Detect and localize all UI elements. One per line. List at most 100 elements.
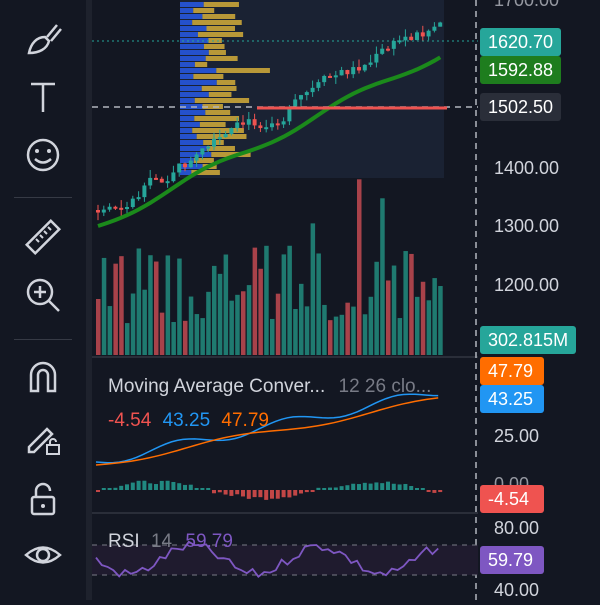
last-price-tag: 1620.70	[480, 28, 562, 56]
rsi-tick: 80.00	[494, 518, 540, 538]
macd-legend[interactable]: Moving Average Conver... 12 26 clo...	[108, 376, 431, 398]
macd-histogram-bar	[194, 488, 199, 490]
candle-body	[96, 210, 100, 213]
lock-pencil-icon[interactable]	[18, 412, 68, 462]
macd-histogram-bar	[212, 490, 216, 494]
macd-histogram-bar	[177, 483, 182, 490]
macd-histogram-bar	[386, 481, 390, 490]
brush-icon[interactable]	[18, 14, 68, 64]
zoom-in-icon[interactable]	[18, 270, 68, 320]
candle-body	[194, 154, 199, 161]
candle-body	[374, 53, 379, 63]
volume-bar	[101, 257, 107, 355]
candle-body	[304, 92, 309, 96]
volume-profile-bar	[180, 134, 197, 139]
macd-hist-value: -4.54	[108, 410, 152, 431]
volume-bar	[420, 281, 426, 355]
macd-histogram-bar	[438, 490, 443, 493]
volume-profile-bar	[180, 80, 217, 85]
unlock-icon[interactable]	[18, 474, 68, 524]
volume-bar	[351, 306, 356, 355]
candle-body	[171, 172, 176, 182]
volume-profile-bar	[202, 104, 223, 109]
macd-params: 12 26 clo...	[338, 376, 432, 397]
volume-bar	[374, 261, 379, 355]
candle-body	[200, 148, 205, 155]
macd-line-value: 43.25	[162, 410, 211, 431]
macd-histogram-bar	[136, 480, 141, 490]
volume-profile-bar	[193, 158, 214, 163]
magnet-icon[interactable]	[18, 352, 68, 402]
macd-histogram-bar	[258, 490, 263, 498]
volume-bar	[368, 296, 374, 355]
volume-profile-bar	[180, 14, 203, 19]
rsi-title: RSI	[108, 531, 140, 552]
volume-profile-bar	[216, 68, 270, 73]
macd-histogram-bar	[246, 490, 251, 499]
macd-histogram-bar	[107, 488, 112, 490]
volume-bar	[299, 283, 304, 355]
rsi-line	[95, 540, 439, 578]
macd-histogram-bar	[235, 490, 240, 495]
chart-pane[interactable]: Moving Average Conver... 12 26 clo... -4…	[92, 0, 478, 600]
candle-body	[328, 75, 332, 78]
volume-profile-bar	[180, 122, 200, 127]
rsi-tick: 40.00	[494, 580, 540, 600]
volume-bar	[310, 223, 316, 355]
candle-body	[101, 209, 106, 213]
macd-histogram-bar	[293, 490, 298, 496]
text-icon[interactable]	[18, 72, 68, 122]
emoji-icon[interactable]	[18, 130, 68, 180]
volume-profile-bar	[203, 2, 239, 7]
volume-profile-bar	[194, 116, 240, 121]
volume-bar	[270, 318, 275, 355]
toolbar-divider	[86, 0, 92, 600]
macd-histogram-bar	[391, 483, 396, 490]
rsi-value: 59.79	[185, 531, 233, 552]
candle-body	[351, 67, 356, 75]
candle-body	[391, 40, 396, 49]
macd-histogram-bar	[362, 482, 367, 490]
volume-bar	[107, 306, 113, 355]
volume-profile-bar	[205, 56, 238, 61]
macd-histogram-bar	[113, 487, 118, 490]
candle-body	[293, 99, 298, 108]
candle-body	[299, 95, 303, 100]
ruler-icon[interactable]	[18, 212, 68, 262]
volume-profile-bar	[208, 50, 226, 55]
candle-body	[420, 32, 425, 37]
volume-bar	[188, 296, 194, 355]
candle-body	[154, 177, 158, 180]
chart-canvas[interactable]	[92, 0, 478, 600]
volume-bar	[177, 258, 182, 355]
macd-line	[95, 393, 439, 464]
macd-histogram-bar	[252, 490, 257, 498]
volume-bar	[96, 299, 101, 355]
macd-histogram-bar	[397, 484, 402, 490]
eye-icon[interactable]	[18, 530, 68, 580]
volume-bar	[235, 294, 240, 355]
macd-histogram-bar	[264, 490, 269, 500]
macd-histogram-bar	[345, 485, 350, 490]
rsi-legend[interactable]: RSI 14 59.79	[108, 531, 233, 553]
candle-body	[409, 36, 414, 40]
volume-bar	[130, 293, 136, 355]
candle-body	[426, 30, 431, 37]
volume-profile-bar	[199, 122, 226, 127]
volume-bar	[183, 320, 188, 355]
candle-body	[165, 181, 170, 184]
toolbar-separator	[14, 339, 72, 340]
macd-histogram-bar	[409, 486, 414, 490]
signal-line	[95, 397, 439, 466]
macd-histogram-bar	[339, 486, 344, 490]
macd-histogram-bar	[310, 490, 315, 492]
macd-histogram-bar	[165, 480, 170, 490]
volume-profile-bar	[216, 80, 236, 85]
candle-body	[212, 138, 216, 147]
volume-bar	[333, 316, 339, 355]
volume-profile-bar	[191, 170, 220, 175]
volume-profile-bar	[180, 26, 207, 31]
volume-bar	[194, 314, 200, 355]
macd-histogram-bar	[183, 484, 187, 490]
price-axis[interactable]: 1700.00 1620.70 1592.88 1502.50 1400.00 …	[478, 0, 600, 600]
